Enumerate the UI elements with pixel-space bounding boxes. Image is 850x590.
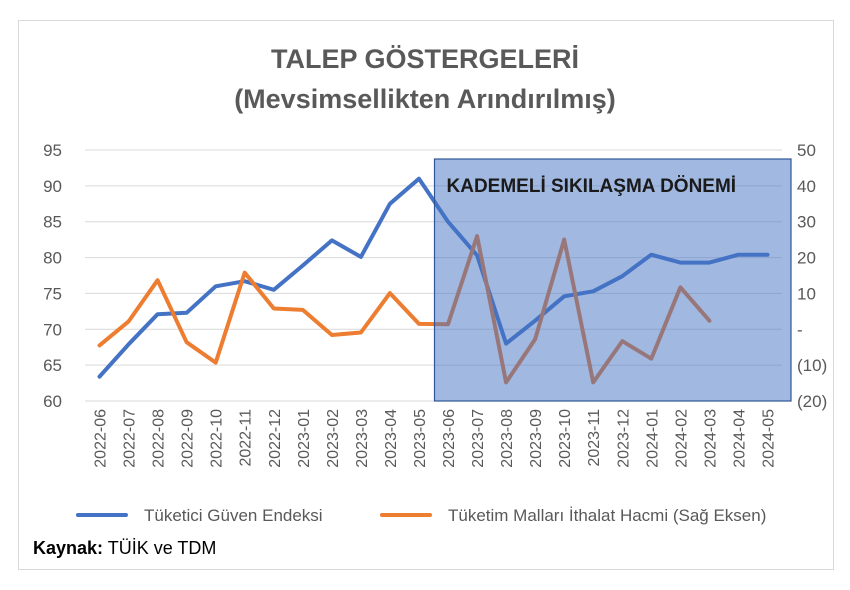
y-right-tick-label: (20): [797, 392, 827, 411]
source-label: Kaynak:: [33, 538, 104, 558]
x-tick-label: 2023-10: [557, 409, 574, 468]
y-left-tick-label: 95: [43, 141, 62, 160]
x-tick-label: 2023-01: [296, 409, 313, 468]
chart-subtitle: (Mevsimsellikten Arındırılmış): [234, 84, 616, 114]
y-left-tick-label: 60: [43, 392, 62, 411]
x-tick-label: 2023-03: [354, 409, 371, 468]
x-tick-label: 2022-09: [180, 409, 197, 468]
x-tick-label: 2024-01: [644, 409, 661, 468]
x-tick-label: 2023-09: [528, 409, 545, 468]
x-tick-label: 2022-06: [93, 409, 110, 468]
y-right-tick-label: 30: [797, 213, 816, 232]
x-tick-label: 2024-05: [760, 409, 777, 468]
shaded-region-label: KADEMELİ SIKILAŞMA DÖNEMİ: [447, 176, 737, 197]
legend-label: Tüketim Malları İthalat Hacmi (Sağ Eksen…: [448, 506, 766, 525]
y-right-tick-label: (10): [797, 356, 827, 375]
y-right-tick-label: 50: [797, 141, 816, 160]
x-tick-label: 2022-12: [267, 409, 284, 468]
y-left-tick-label: 80: [43, 249, 62, 268]
x-tick-label: 2022-10: [209, 409, 226, 468]
source-text: TÜİK ve TDM: [103, 538, 217, 558]
x-tick-label: 2023-08: [499, 409, 516, 468]
chart-title: TALEP GÖSTERGELERİ: [270, 44, 580, 74]
shaded-region: [433, 158, 792, 402]
y-left-tick-label: 65: [43, 356, 62, 375]
y-right-tick-label: 20: [797, 249, 816, 268]
x-tick-label: 2022-11: [238, 409, 255, 467]
x-tick-label: 2023-05: [412, 409, 429, 468]
source-note: Kaynak: TÜİK ve TDM: [33, 538, 216, 559]
y-left-tick-label: 90: [43, 177, 62, 196]
y-left-tick-label: 70: [43, 320, 62, 339]
x-tick-label: 2022-07: [122, 409, 139, 468]
y-left-tick-label: 75: [43, 284, 62, 303]
x-tick-label: 2023-11: [586, 409, 603, 467]
x-tick-label: 2023-02: [325, 409, 342, 468]
x-tick-label: 2022-08: [151, 409, 168, 468]
y-right-tick-label: -: [797, 320, 803, 339]
y-right-tick-label: 40: [797, 177, 816, 196]
y-right-tick-label: 10: [797, 284, 816, 303]
x-tick-label: 2023-06: [441, 409, 458, 468]
x-tick-label: 2023-04: [383, 409, 400, 468]
y-left-tick-label: 85: [43, 213, 62, 232]
x-tick-label: 2024-03: [702, 409, 719, 468]
x-tick-label: 2024-02: [673, 409, 690, 468]
x-tick-label: 2023-07: [470, 409, 487, 468]
legend-label: Tüketici Güven Endeksi: [144, 506, 323, 525]
x-tick-label: 2024-04: [731, 409, 748, 468]
x-tick-label: 2023-12: [615, 409, 632, 468]
